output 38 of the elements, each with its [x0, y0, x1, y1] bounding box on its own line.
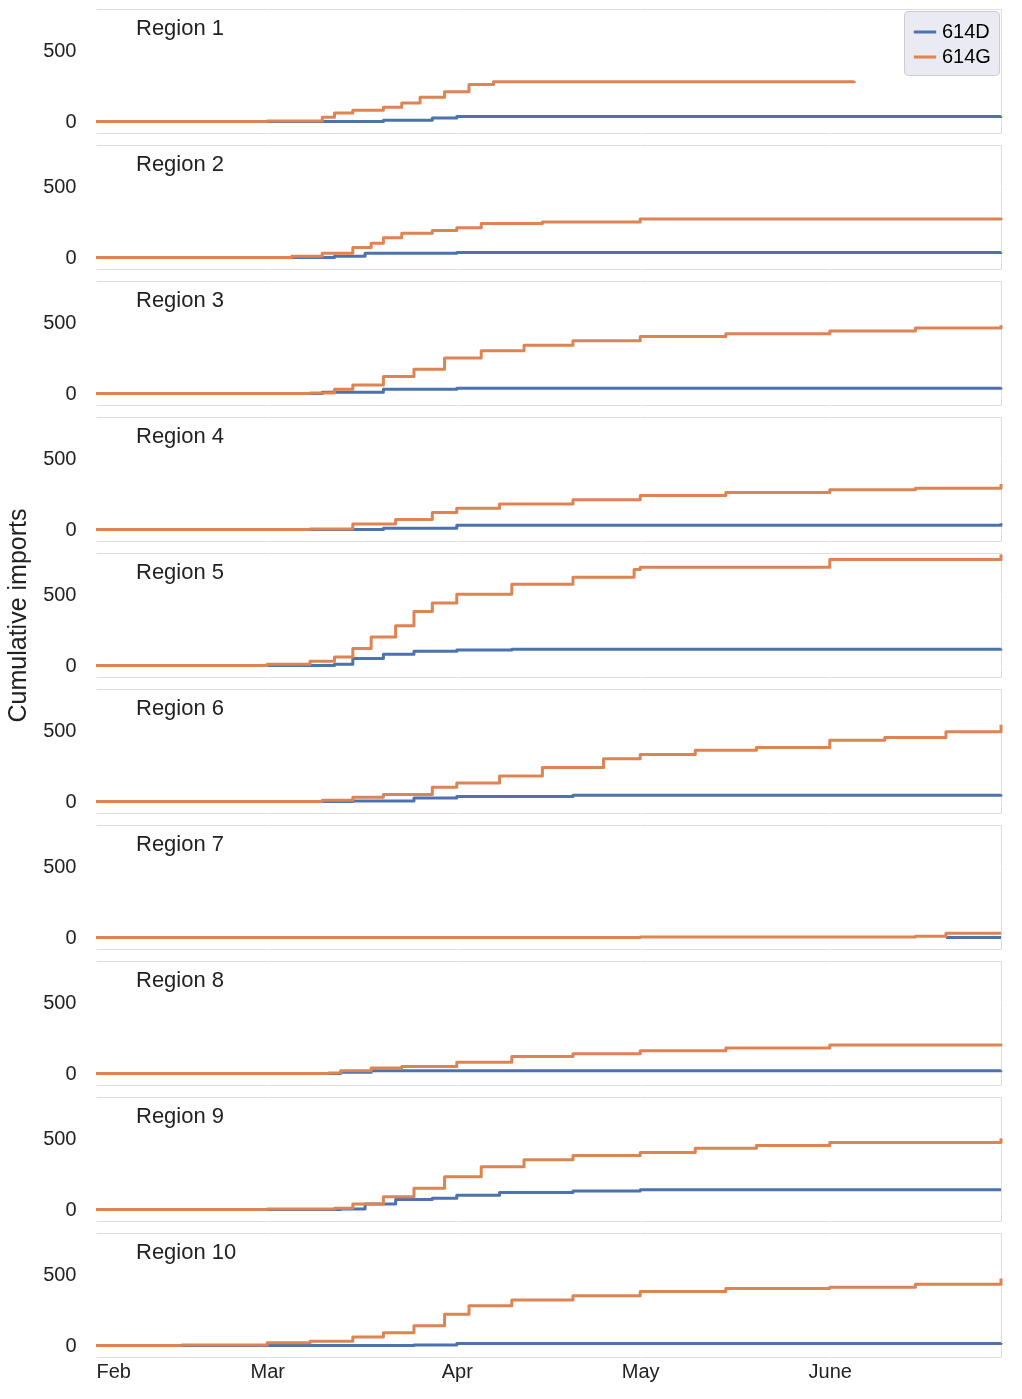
x-tick-label: Feb: [96, 1359, 131, 1382]
x-tick-label: Mar: [250, 1359, 286, 1382]
chart-title: Region 8: [136, 967, 225, 992]
chart-title: Region 6: [136, 695, 225, 720]
x-tick-label: June: [808, 1359, 852, 1382]
legend-label: 614G: [942, 45, 991, 67]
y-tick-label: 0: [65, 382, 77, 405]
y-tick-label: 0: [65, 110, 77, 133]
y-tick-label: 500: [43, 718, 77, 741]
y-tick-label: 0: [65, 1198, 77, 1221]
x-tick-label: Apr: [441, 1359, 474, 1382]
y-tick-label: 0: [65, 1334, 77, 1357]
y-tick-label: 0: [65, 926, 77, 949]
chart-title: Region 4: [136, 423, 225, 448]
chart-title: Region 7: [136, 831, 225, 856]
chart-title: Region 1: [136, 15, 225, 40]
chart-title: Region 2: [136, 151, 225, 176]
y-tick-label: 0: [65, 654, 77, 677]
chart-title: Region 5: [136, 559, 225, 584]
y-tick-label: 500: [43, 310, 77, 333]
chart-title: Region 9: [136, 1103, 225, 1128]
y-tick-label: 500: [43, 582, 77, 605]
y-tick-label: 0: [65, 246, 77, 269]
y-tick-label: 0: [65, 790, 77, 813]
y-tick-label: 500: [43, 38, 77, 61]
y-tick-label: 0: [65, 1062, 77, 1085]
y-tick-label: 500: [43, 854, 77, 877]
chart-title: Region 3: [136, 287, 225, 312]
y-tick-label: 500: [43, 1262, 77, 1285]
y-axis-title: Cumulative imports: [3, 508, 32, 723]
chart-title: Region 10: [136, 1239, 237, 1264]
legend-label: 614D: [942, 20, 990, 42]
x-tick-label: May: [621, 1359, 660, 1382]
y-tick-label: 500: [43, 1126, 77, 1149]
y-tick-label: 0: [65, 518, 77, 541]
y-tick-label: 500: [43, 174, 77, 197]
y-tick-label: 500: [43, 446, 77, 469]
y-tick-label: 500: [43, 990, 77, 1013]
